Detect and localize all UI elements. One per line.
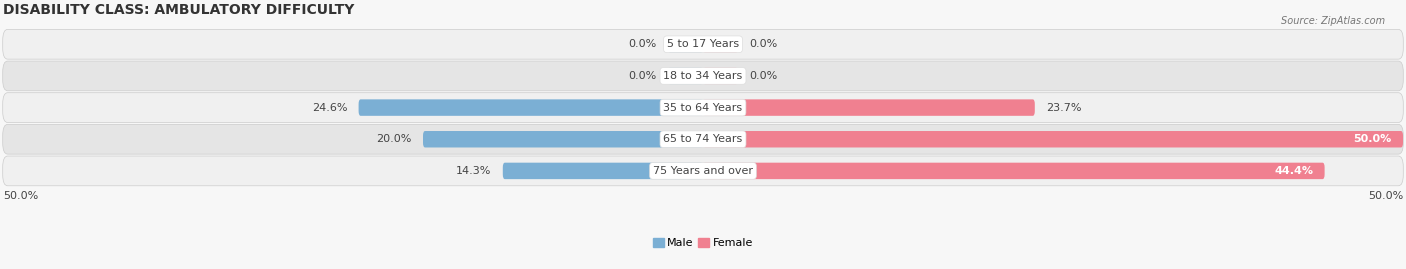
- FancyBboxPatch shape: [703, 163, 1324, 179]
- Text: Source: ZipAtlas.com: Source: ZipAtlas.com: [1281, 16, 1385, 26]
- Text: 75 Years and over: 75 Years and over: [652, 166, 754, 176]
- Text: 50.0%: 50.0%: [1354, 134, 1392, 144]
- Text: 24.6%: 24.6%: [312, 102, 347, 113]
- Text: DISABILITY CLASS: AMBULATORY DIFFICULTY: DISABILITY CLASS: AMBULATORY DIFFICULTY: [3, 3, 354, 17]
- Text: 20.0%: 20.0%: [377, 134, 412, 144]
- Text: 0.0%: 0.0%: [749, 71, 778, 81]
- Legend: Male, Female: Male, Female: [648, 233, 758, 253]
- FancyBboxPatch shape: [703, 68, 738, 84]
- FancyBboxPatch shape: [3, 61, 1403, 91]
- FancyBboxPatch shape: [703, 36, 738, 52]
- Text: 50.0%: 50.0%: [3, 190, 38, 200]
- FancyBboxPatch shape: [703, 99, 1035, 116]
- FancyBboxPatch shape: [668, 36, 703, 52]
- FancyBboxPatch shape: [3, 29, 1403, 59]
- Text: 23.7%: 23.7%: [1046, 102, 1081, 113]
- Text: 50.0%: 50.0%: [1368, 190, 1403, 200]
- Text: 18 to 34 Years: 18 to 34 Years: [664, 71, 742, 81]
- Text: 44.4%: 44.4%: [1274, 166, 1313, 176]
- Text: 0.0%: 0.0%: [749, 39, 778, 49]
- FancyBboxPatch shape: [359, 99, 703, 116]
- FancyBboxPatch shape: [503, 163, 703, 179]
- FancyBboxPatch shape: [703, 131, 1403, 147]
- FancyBboxPatch shape: [3, 93, 1403, 122]
- Text: 0.0%: 0.0%: [628, 39, 657, 49]
- Text: 14.3%: 14.3%: [456, 166, 492, 176]
- FancyBboxPatch shape: [423, 131, 703, 147]
- FancyBboxPatch shape: [3, 124, 1403, 154]
- FancyBboxPatch shape: [668, 68, 703, 84]
- Text: 65 to 74 Years: 65 to 74 Years: [664, 134, 742, 144]
- FancyBboxPatch shape: [3, 156, 1403, 186]
- Text: 35 to 64 Years: 35 to 64 Years: [664, 102, 742, 113]
- Text: 5 to 17 Years: 5 to 17 Years: [666, 39, 740, 49]
- Text: 0.0%: 0.0%: [628, 71, 657, 81]
